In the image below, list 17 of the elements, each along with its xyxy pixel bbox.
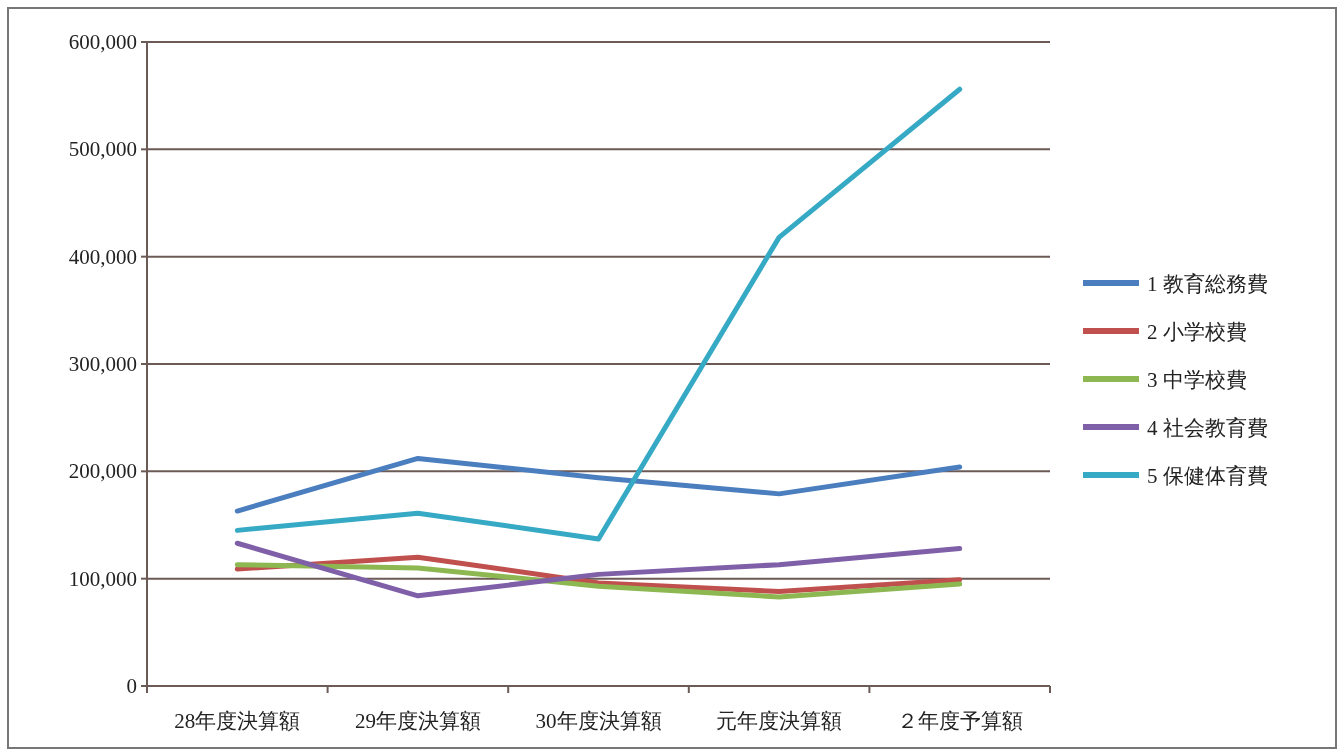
y-tick-label: 600,000 (68, 30, 137, 54)
y-tick-label: 0 (126, 674, 137, 698)
legend-label: 2 小学校費 (1147, 320, 1247, 344)
y-tick-label: 200,000 (68, 459, 137, 484)
legend-label: 1 教育総務費 (1147, 272, 1268, 296)
x-tick-label: 30年度決算額 (535, 709, 662, 733)
legend-label: 5 保健体育費 (1147, 464, 1268, 488)
x-tick-label: 29年度決算額 (354, 709, 481, 733)
x-tick-label: 元年度決算額 (716, 709, 843, 733)
y-tick-label: 500,000 (68, 137, 137, 162)
x-tick-label: ２年度予算額 (896, 709, 1023, 733)
y-tick-label: 100,000 (68, 566, 137, 591)
legend-label: 4 社会教育費 (1147, 416, 1268, 440)
x-tick-label: 28年度決算額 (174, 709, 301, 733)
y-tick-label: 300,000 (68, 352, 137, 376)
legend-label: 3 中学校費 (1147, 368, 1247, 392)
y-tick-label: 400,000 (68, 244, 137, 269)
